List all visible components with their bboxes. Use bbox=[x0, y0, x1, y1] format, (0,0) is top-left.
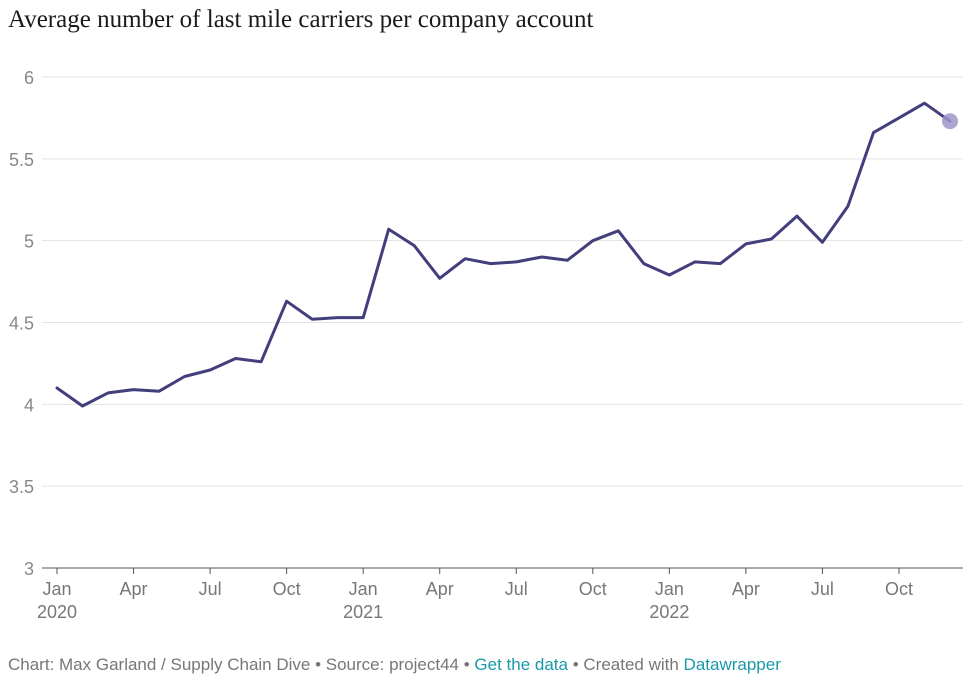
datawrapper-link[interactable]: Datawrapper bbox=[683, 655, 781, 674]
x-tick-label-month: Apr bbox=[120, 579, 148, 599]
y-tick-label: 5.5 bbox=[9, 150, 34, 170]
x-tick-label-month: Jul bbox=[505, 579, 528, 599]
footer-created-with: • Created with bbox=[567, 655, 684, 674]
x-tick-label-month: Apr bbox=[732, 579, 760, 599]
x-axis-ticks: Jan 2020 Apr Jul Oct Jan 2021 Apr Jul Oct Jan 2022 A… bbox=[37, 568, 913, 622]
x-tick-label-month: Jan bbox=[349, 579, 378, 599]
footer-credit: Chart: Max Garland / Supply Chain Dive •… bbox=[8, 655, 475, 674]
y-axis-ticks: 6 5.5 5 4.5 4 3.5 3 bbox=[9, 68, 34, 579]
x-tick-label-month: Apr bbox=[426, 579, 454, 599]
x-tick-label-year: 2020 bbox=[37, 602, 77, 622]
x-tick-label-month: Jan bbox=[42, 579, 71, 599]
x-tick-label-month: Oct bbox=[273, 579, 301, 599]
gridlines bbox=[42, 76, 963, 569]
series-layer bbox=[55, 101, 958, 408]
x-tick-label-year: 2021 bbox=[343, 602, 383, 622]
x-tick-label-year: 2022 bbox=[649, 602, 689, 622]
y-tick-label: 4.5 bbox=[9, 314, 34, 334]
get-the-data-link[interactable]: Get the data bbox=[474, 655, 568, 674]
chart-title: Average number of last mile carriers per… bbox=[8, 6, 594, 33]
chart-footer: Chart: Max Garland / Supply Chain Dive •… bbox=[8, 655, 781, 675]
x-tick-label-month: Jul bbox=[811, 579, 834, 599]
y-tick-label: 4 bbox=[24, 395, 34, 415]
end-point-marker[interactable] bbox=[942, 113, 958, 130]
y-tick-label: 6 bbox=[24, 68, 34, 88]
y-tick-label: 3.5 bbox=[9, 477, 34, 497]
y-tick-label: 5 bbox=[24, 232, 34, 252]
x-tick-label-month: Oct bbox=[579, 579, 607, 599]
x-tick-label-month: Jul bbox=[199, 579, 222, 599]
x-tick-label-month: Oct bbox=[885, 579, 913, 599]
series-line bbox=[55, 101, 952, 408]
x-tick-label-month: Jan bbox=[655, 579, 684, 599]
line-chart: 6 5.5 5 4.5 4 3.5 3 Jan 2020 Apr Jul Oct Jan 2021 Apr… bbox=[9, 68, 963, 622]
y-tick-label: 3 bbox=[24, 559, 34, 579]
